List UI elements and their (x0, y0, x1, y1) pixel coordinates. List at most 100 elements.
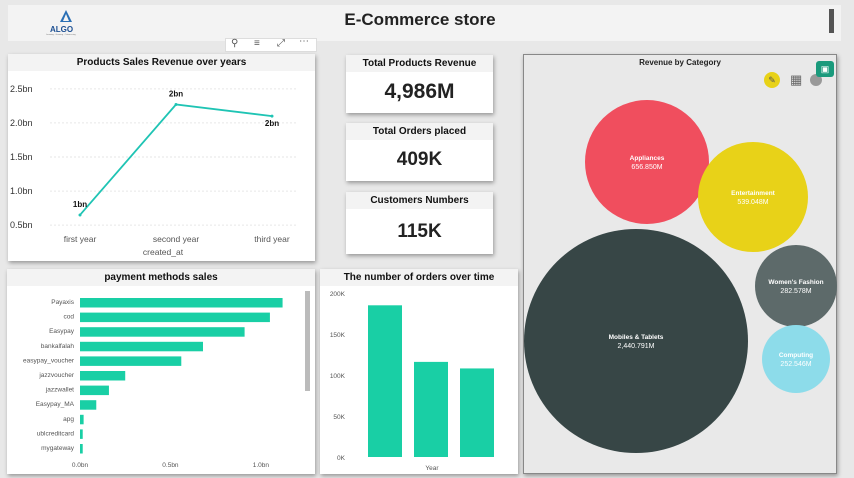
visual-toolbar: ⚲ ≡ ⤢ ⋯ (225, 36, 317, 52)
payment-chart-card[interactable]: payment methods sales Payaxis cod Easypay b… (7, 269, 315, 474)
kpi-card-revenue: Total Products Revenue 4,986M (346, 55, 493, 113)
logo-text: ALGO (50, 25, 74, 34)
bubble-label: Entertainment (731, 190, 776, 197)
bar-category-label: jazzvoucher (38, 372, 75, 379)
bubble (755, 245, 837, 327)
orders-bar-chart: 0K 50K 100K 150K 200K Year (330, 291, 494, 472)
info-icon[interactable] (810, 74, 822, 86)
data-point (78, 213, 82, 217)
bar (80, 400, 97, 410)
y-tick-label: 0.5bn (10, 220, 33, 230)
bubble (585, 100, 709, 224)
line-chart-card[interactable]: Products Sales Revenue over years 0.5bn 1… (8, 54, 315, 261)
x-tick-label: 1.0bn (253, 462, 270, 469)
data-point (270, 114, 274, 118)
x-axis-title: Year (425, 465, 439, 472)
bar (368, 305, 402, 457)
data-point (174, 103, 178, 106)
header-bar (8, 5, 841, 41)
y-tick-label: 0K (337, 455, 346, 462)
y-tick-label: 1.0bn (10, 186, 33, 196)
y-tick-label: 2.5bn (10, 84, 33, 94)
paint-brush-icon[interactable]: ✎ (764, 72, 780, 88)
bubble-value: 539.048M (737, 199, 768, 206)
bar-category-label: Easypay (49, 328, 75, 335)
series-line (79, 103, 273, 216)
x-tick-label: 0.0bn (72, 462, 89, 469)
bar (80, 327, 245, 337)
x-tick-label: third year (254, 234, 290, 244)
bar-category-label: apg (63, 416, 74, 423)
kpi-value: 4,986M (384, 80, 455, 103)
bubble-label: Mobiles & Tablets (609, 334, 664, 341)
bar (80, 414, 84, 425)
header-scrollbar[interactable] (829, 9, 834, 33)
bubble-value: 656.850M (631, 164, 662, 171)
bubble-value: 282.578M (780, 288, 811, 295)
bar-category-label: mygateway (41, 445, 75, 452)
kpi-value: 115K (397, 221, 442, 242)
kpi-card-customers: Customers Numbers 115K (346, 192, 493, 254)
bar (80, 312, 270, 323)
bar (80, 385, 109, 396)
bubble (762, 325, 830, 393)
line-chart-title: Products Sales Revenue over years (8, 54, 315, 71)
table-grid-icon[interactable]: ▦ (790, 72, 803, 87)
bubble-chart-card[interactable]: Revenue by Category Appliances 656.850M En… (523, 54, 837, 474)
payment-chart-scrollbar[interactable] (305, 291, 310, 391)
orders-chart-title: The number of orders over time (320, 269, 518, 286)
bar-category-label: easypay_voucher (23, 357, 75, 364)
bar-category-label: cod (64, 314, 75, 321)
y-tick-label: 100K (330, 373, 346, 380)
kpi-label: Total Products Revenue (346, 55, 493, 72)
bubble-value: 2,440.791M (618, 343, 655, 350)
data-label: 2bn (169, 90, 183, 99)
x-axis-title: created_at (143, 247, 184, 257)
bubble-value: 252.546M (780, 361, 811, 368)
kpi-card-orders: Total Orders placed 409K (346, 123, 493, 181)
data-label: 1bn (73, 200, 87, 209)
bar-category-label: Easypay_MA (36, 401, 75, 408)
x-tick-label: 0.5bn (162, 462, 179, 469)
bar (80, 298, 283, 308)
pin-icon[interactable]: ⚲ (231, 38, 239, 49)
logo-subtext: Learning · Growing · Outsourcing (46, 34, 76, 36)
bar (80, 371, 126, 381)
bar (414, 361, 448, 457)
line-chart: 0.5bn 1.0bn 1.5bn 2.0bn 2.5bn first year secon… (10, 84, 298, 257)
bar (80, 341, 203, 352)
bar (80, 356, 182, 366)
y-tick-label: 50K (333, 414, 345, 421)
bubble-label: Computing (779, 352, 813, 359)
payment-chart-title: payment methods sales (7, 269, 315, 286)
bubble-label: Women's Fashion (768, 279, 823, 286)
chat-icon[interactable]: ▣ (816, 61, 834, 77)
bar (460, 368, 494, 457)
bar-category-label: bankalfalah (41, 343, 75, 350)
y-tick-label: 1.5bn (10, 152, 33, 162)
kpi-label: Total Orders placed (346, 123, 493, 140)
y-tick-label: 150K (330, 332, 346, 339)
x-tick-label: first year (64, 234, 97, 244)
bubble (524, 229, 748, 453)
kpi-label: Customers Numbers (346, 192, 493, 209)
focus-mode-icon[interactable]: ⤢ (277, 38, 285, 49)
logo-mark-icon (60, 10, 72, 22)
page-title: E-Commerce store (344, 10, 496, 29)
filter-icon[interactable]: ≡ (254, 38, 260, 49)
y-tick-label: 200K (330, 291, 346, 298)
payment-bar-chart: Payaxis cod Easypay bankalfalah easypay_vouc… (23, 298, 283, 469)
bubble-chart-title: Revenue by Category (639, 58, 721, 67)
bar (80, 444, 83, 454)
orders-chart-card[interactable]: The number of orders over time 0K 50K 100K… (320, 269, 518, 474)
bubble (698, 142, 808, 252)
more-options-icon[interactable]: ⋯ (299, 36, 309, 47)
bubble-label: Appliances (630, 155, 665, 162)
bar (80, 429, 83, 439)
bar-category-label: Payaxis (51, 299, 75, 306)
logo: ALGO Learning · Growing · Outsourcing (46, 8, 86, 40)
data-label: 2bn (265, 119, 279, 128)
bar-category-label: ublcreditcard (37, 430, 75, 437)
y-tick-label: 2.0bn (10, 118, 33, 128)
bar-category-label: jazzwallet (45, 387, 74, 394)
